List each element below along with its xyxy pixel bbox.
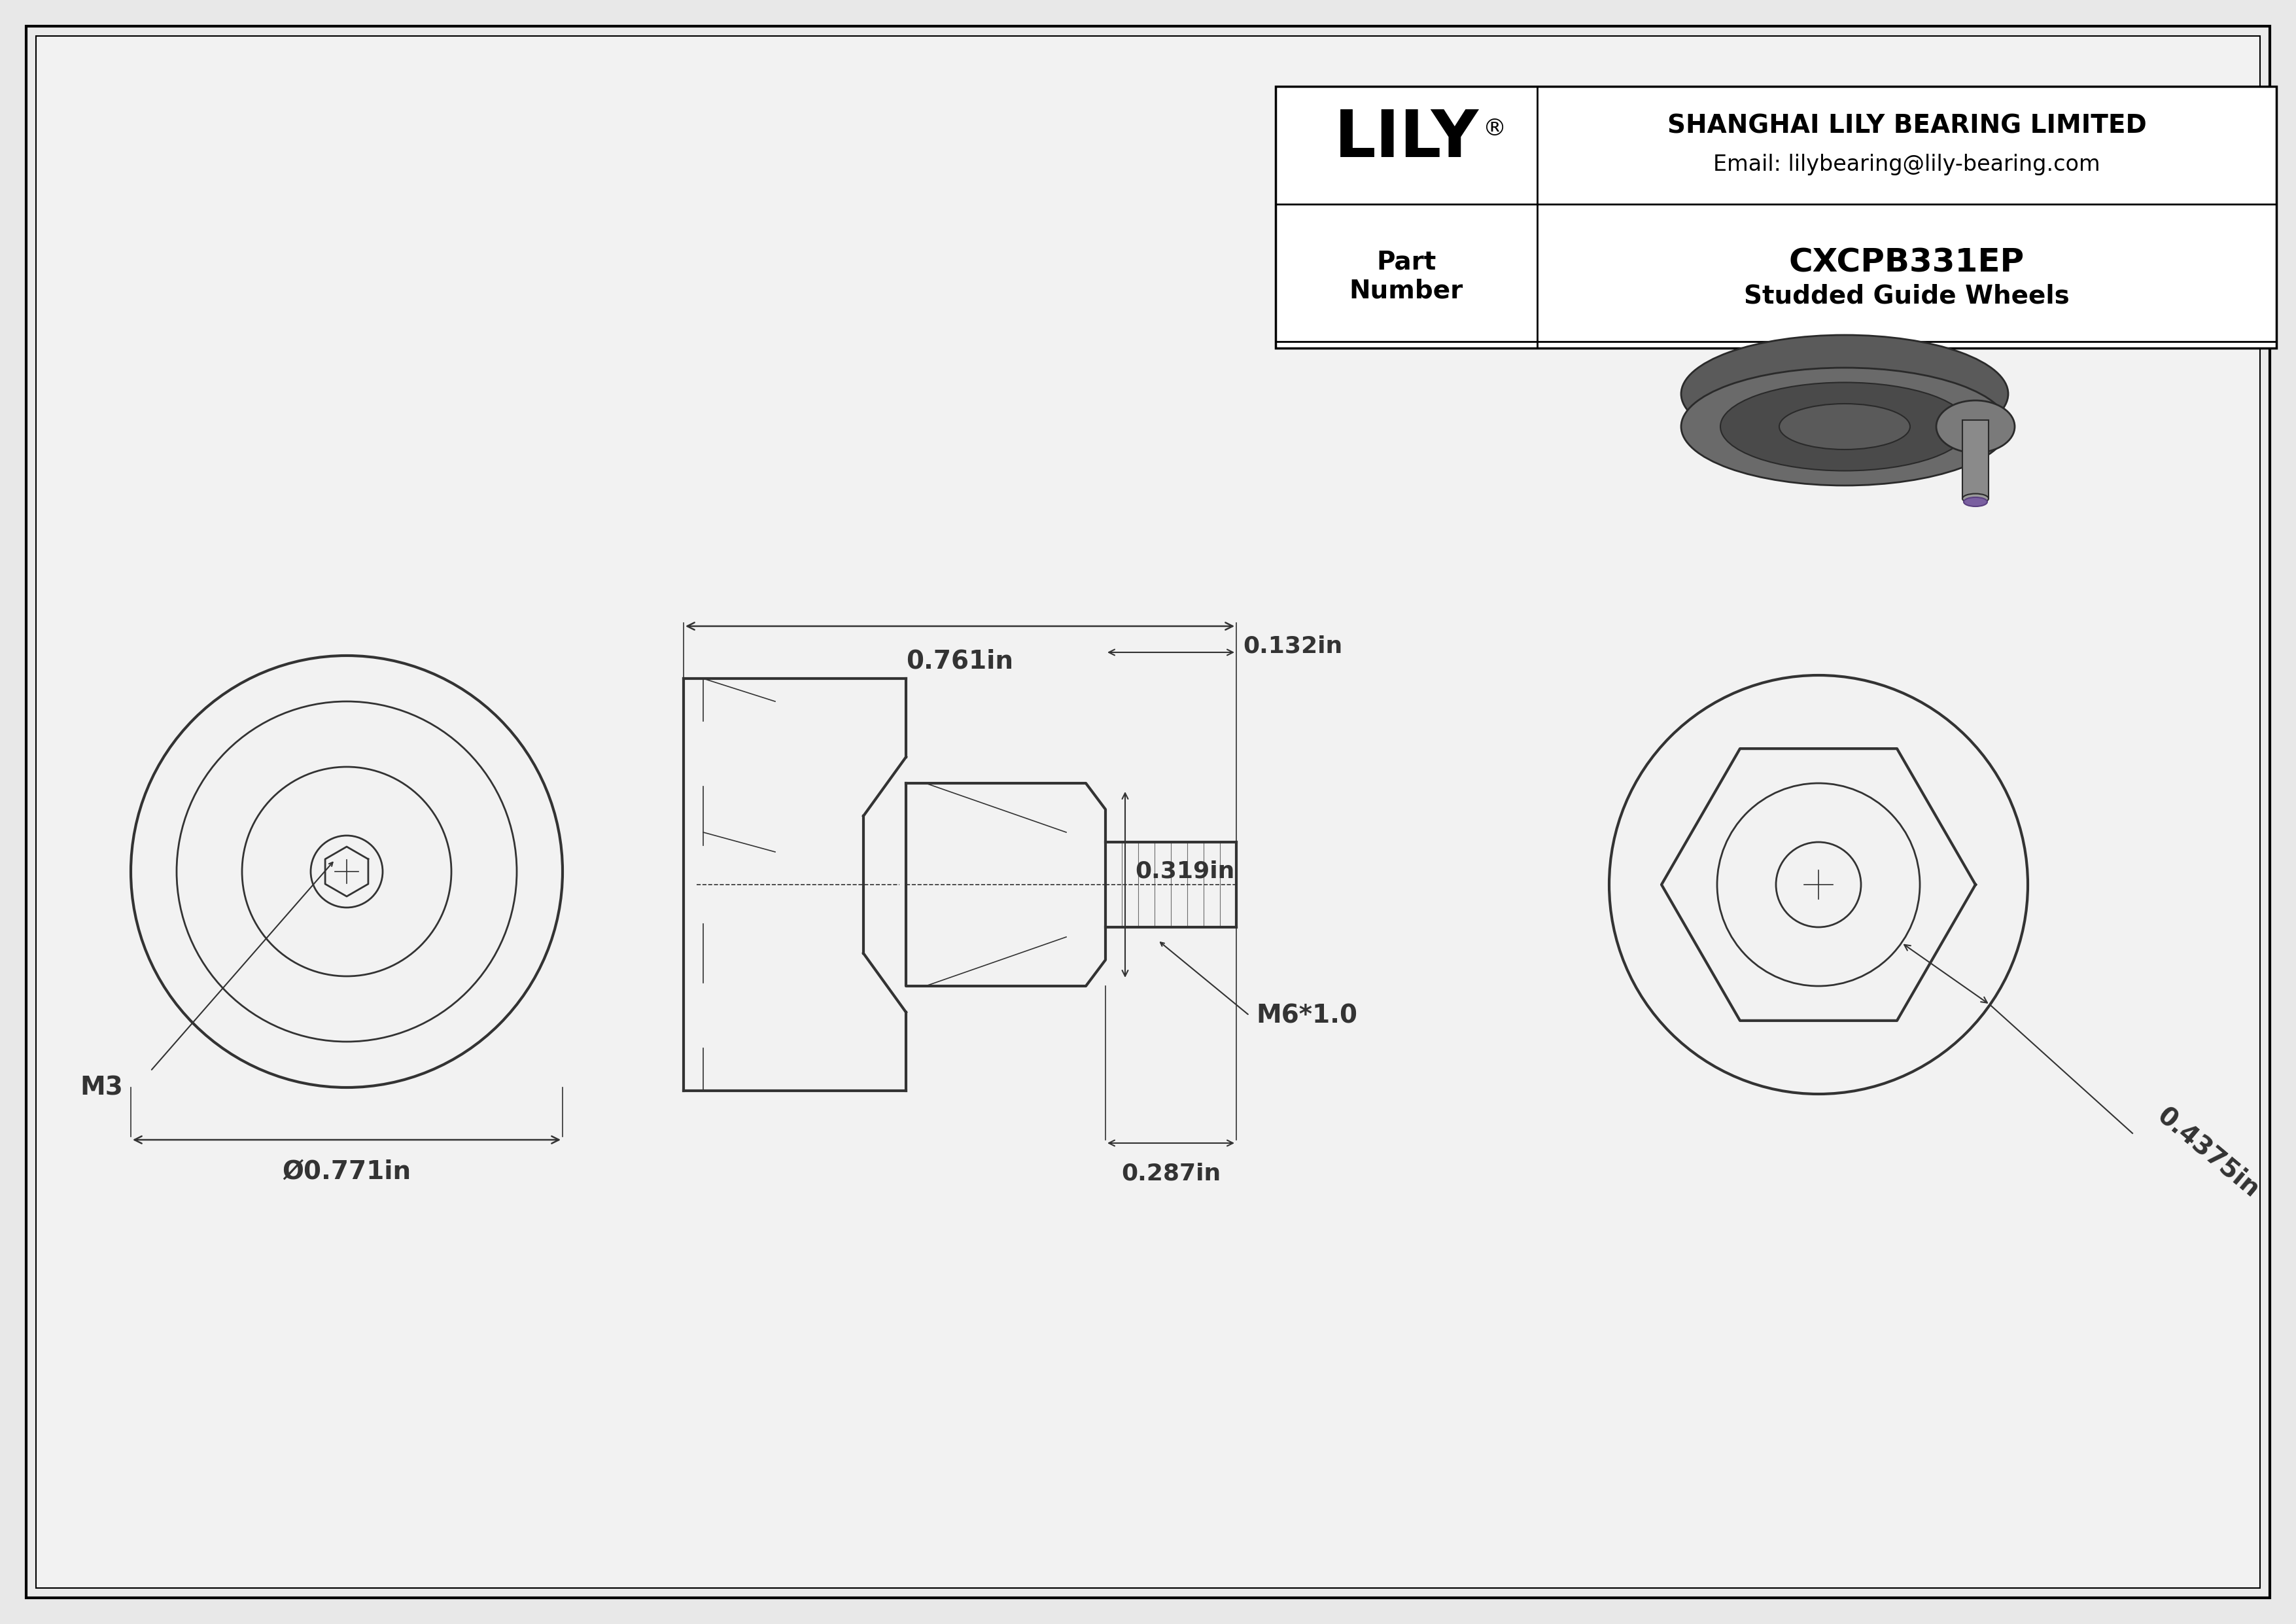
Ellipse shape (1681, 367, 2009, 486)
Text: CXCPB331EP: CXCPB331EP (1789, 247, 2025, 279)
Text: Studded Guide Wheels: Studded Guide Wheels (1745, 283, 2069, 309)
Text: M6*1.0: M6*1.0 (1256, 1004, 1357, 1028)
Ellipse shape (1779, 404, 1910, 450)
Text: M3: M3 (80, 1075, 124, 1099)
Text: 0.761in: 0.761in (907, 650, 1013, 674)
Text: Part
Number: Part Number (1350, 250, 1463, 304)
Text: 0.319in: 0.319in (1134, 861, 1235, 883)
Text: 0.4375in: 0.4375in (2151, 1103, 2264, 1203)
Text: LILY: LILY (1334, 107, 1479, 171)
Text: 0.132in: 0.132in (1242, 635, 1343, 658)
FancyBboxPatch shape (1646, 234, 2110, 567)
Ellipse shape (1963, 497, 1988, 507)
Text: Email: lilybearing@lily-bearing.com: Email: lilybearing@lily-bearing.com (1713, 154, 2101, 175)
Ellipse shape (1936, 401, 2014, 453)
Text: 0.287in: 0.287in (1120, 1163, 1221, 1186)
Bar (1963, 421, 1988, 499)
Ellipse shape (1681, 335, 2009, 453)
Text: ®: ® (1483, 119, 1506, 140)
Bar (1277, 86, 2275, 348)
Text: Ø0.771in: Ø0.771in (282, 1160, 411, 1184)
Text: SHANGHAI LILY BEARING LIMITED: SHANGHAI LILY BEARING LIMITED (1667, 114, 2147, 138)
Ellipse shape (1720, 382, 1970, 471)
Ellipse shape (1963, 494, 1988, 503)
